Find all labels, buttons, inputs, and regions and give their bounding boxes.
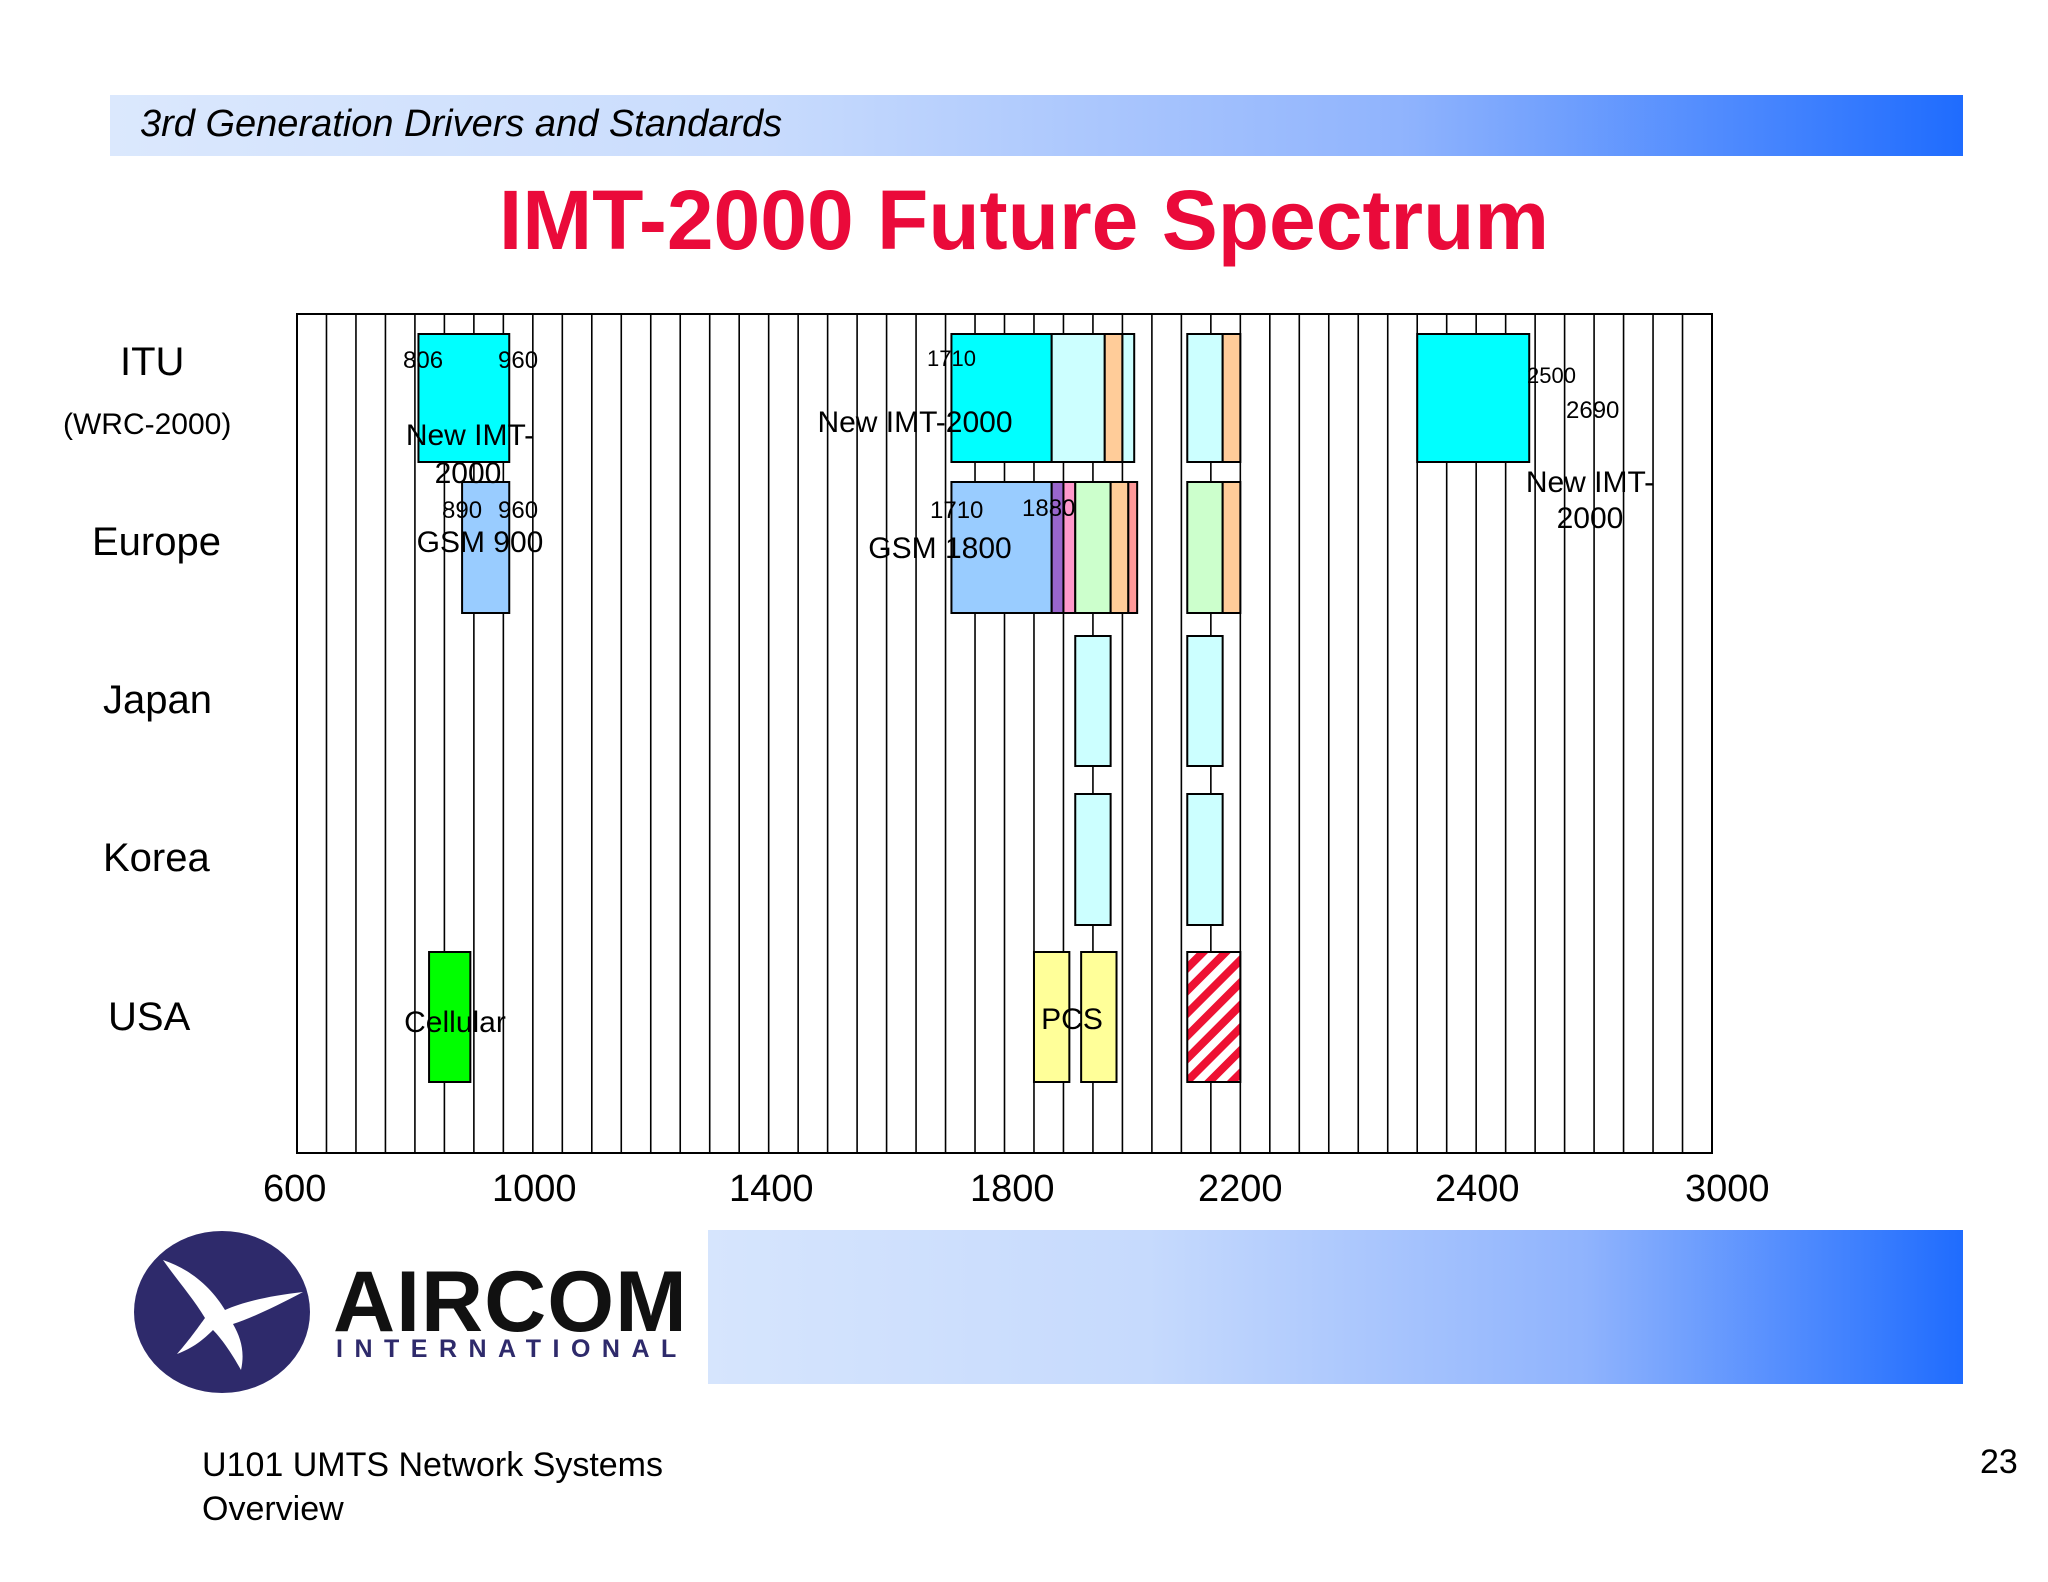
- spectrum-band-itu: [1416, 333, 1531, 463]
- x-tick-label: 600: [263, 1168, 327, 1210]
- band-label: New IMT-2000: [1526, 466, 1654, 535]
- x-tick-label: 3000: [1685, 1168, 1770, 1210]
- band-label: GSM 1800: [868, 532, 1011, 565]
- band-label: PCS: [1041, 1003, 1103, 1036]
- footer-line-1: U101 UMTS Network Systems: [202, 1446, 663, 1484]
- spectrum-band-japan: [1074, 635, 1112, 767]
- region-label-itu: ITU: [120, 340, 185, 384]
- frequency-annotation: 1880: [1022, 495, 1075, 522]
- spectrum-band-usa: [1186, 951, 1242, 1083]
- page-number: 23: [1980, 1443, 2018, 1481]
- footer-course-title: U101 UMTS Network Systems Overview: [202, 1443, 663, 1531]
- x-tick-label: 2400: [1435, 1168, 1520, 1210]
- x-tick-label: 1000: [492, 1168, 577, 1210]
- x-tick-label: 1800: [970, 1168, 1055, 1210]
- spectrum-band-usa: [1080, 951, 1118, 1083]
- spectrum-band-japan: [1186, 635, 1224, 767]
- band-label: GSM 900: [417, 526, 544, 559]
- logo-wordmark: AIRCOM: [333, 1254, 688, 1350]
- spectrum-band-europe: [1186, 481, 1224, 614]
- aircom-bird-logo-icon: [134, 1231, 310, 1393]
- spectrum-band-europe: [1109, 481, 1130, 614]
- spectrum-band-itu: [417, 333, 511, 463]
- region-label-usa: USA: [108, 995, 191, 1039]
- spectrum-band-europe: [1127, 481, 1139, 614]
- region-sublabel-wrc: (WRC-2000): [63, 408, 232, 441]
- frequency-annotation: 1710: [930, 497, 983, 524]
- band-label: New IMT-2000: [817, 406, 1012, 439]
- x-tick-label: 1400: [729, 1168, 814, 1210]
- spectrum-band-itu: [1221, 333, 1242, 463]
- spectrum-band-europe: [1221, 481, 1242, 614]
- spectrum-band-europe: [1074, 481, 1112, 614]
- spectrum-band-europe: [461, 481, 511, 614]
- footer-line-2: Overview: [202, 1490, 344, 1528]
- spectrum-band-itu: [1121, 333, 1136, 463]
- spectrum-band-korea: [1186, 793, 1224, 926]
- spectrum-band-europe: [950, 481, 1053, 614]
- footer-banner: [708, 1230, 1963, 1384]
- band-label: Cellular: [404, 1006, 506, 1039]
- spectrum-band-itu: [1050, 333, 1106, 463]
- frequency-annotation: 960: [498, 347, 538, 374]
- spectrum-band-itu: [950, 333, 1053, 463]
- frequency-annotation: 2500: [1527, 363, 1576, 388]
- spectrum-band-itu: [1186, 333, 1224, 463]
- spectrum-band-itu: [1103, 333, 1124, 463]
- spectrum-band-usa: [428, 951, 472, 1083]
- frequency-annotation: 1710: [927, 346, 976, 371]
- logo-subtitle: INTERNATIONAL: [336, 1335, 688, 1363]
- frequency-annotation: 806: [403, 347, 443, 374]
- frequency-annotation: 890: [442, 497, 482, 524]
- spectrum-band-korea: [1074, 793, 1112, 926]
- spectrum-band-usa: [1032, 951, 1071, 1083]
- region-label-korea: Korea: [103, 836, 210, 880]
- region-label-japan: Japan: [103, 678, 212, 722]
- section-header-bar: 3rd Generation Drivers and Standards: [110, 95, 1963, 156]
- frequency-annotation: 2690: [1566, 397, 1619, 424]
- frequency-annotation: 960: [498, 497, 538, 524]
- slide-title: IMT-2000 Future Spectrum: [498, 173, 1550, 267]
- x-tick-label: 2200: [1198, 1168, 1283, 1210]
- section-title: 3rd Generation Drivers and Standards: [140, 103, 783, 145]
- band-label: New IMT-2000: [406, 419, 534, 490]
- region-label-europe: Europe: [92, 520, 221, 564]
